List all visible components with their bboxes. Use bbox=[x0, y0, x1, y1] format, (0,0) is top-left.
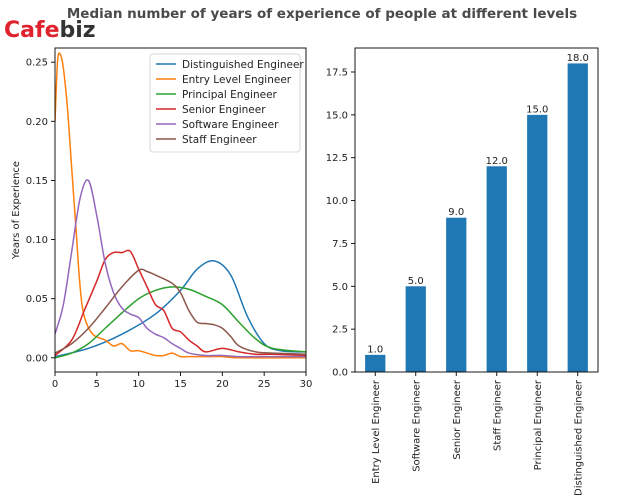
bar-value-label: 1.0 bbox=[367, 344, 383, 355]
x-tick-label: 20 bbox=[216, 379, 229, 390]
bar bbox=[527, 114, 548, 372]
bar-value-label: 5.0 bbox=[408, 276, 424, 287]
y-tick-label: 0.10 bbox=[26, 235, 48, 246]
legend-entry: Senior Engineer bbox=[182, 104, 266, 116]
legend-entry: Software Engineer bbox=[182, 119, 279, 131]
series-line-3 bbox=[55, 249, 306, 357]
legend-entry: Distinguished Engineer bbox=[182, 59, 304, 71]
x-tick-label: Senior Engineer bbox=[452, 379, 463, 459]
legend-entry: Staff Engineer bbox=[182, 134, 257, 146]
y-tick-label: 0.0 bbox=[332, 368, 348, 379]
series-line-5 bbox=[55, 268, 306, 356]
svg-text:Cafebiz: Cafebiz bbox=[4, 18, 96, 43]
x-tick-label: 10 bbox=[132, 379, 145, 390]
x-tick-label: 0 bbox=[52, 379, 58, 390]
x-tick-label: 5 bbox=[94, 379, 100, 390]
y-tick-label: 12.5 bbox=[326, 153, 348, 164]
x-tick-label: 15 bbox=[174, 379, 187, 390]
bar bbox=[567, 63, 588, 373]
y-tick-label: 7.5 bbox=[332, 239, 348, 250]
density-plot: 0 5 10 15 20 25 30 0.00 0.05 0.10 0.15 0.20 0.25 Year… bbox=[11, 47, 313, 390]
y-tick-label: 0.00 bbox=[26, 353, 48, 364]
bar bbox=[486, 166, 507, 372]
y-tick-label: 0.20 bbox=[26, 117, 48, 128]
bar-value-label: 12.0 bbox=[486, 156, 508, 167]
y-axis-label: Years of Experience bbox=[11, 161, 22, 260]
series-line-4 bbox=[55, 179, 306, 358]
bar-value-label: 15.0 bbox=[526, 104, 548, 115]
y-tick-label: 17.5 bbox=[326, 68, 348, 79]
y-tick-label: 2.5 bbox=[332, 325, 348, 336]
series-line-1 bbox=[55, 52, 306, 359]
figure-title: Median number of years of experience of … bbox=[67, 6, 577, 22]
legend: Distinguished Engineer Entry Level Engine… bbox=[149, 53, 304, 153]
bar bbox=[446, 217, 467, 372]
bar bbox=[365, 354, 386, 372]
logo-right-text: biz bbox=[59, 18, 95, 43]
cafebiz-logo: Cafebiz bbox=[4, 18, 96, 43]
legend-entry: Entry Level Engineer bbox=[182, 74, 292, 86]
y-tick-label: 0.25 bbox=[26, 58, 48, 69]
x-tick-label: Staff Engineer bbox=[492, 379, 503, 451]
y-tick-label: 15.0 bbox=[326, 110, 348, 121]
x-tick-label: Software Engineer bbox=[411, 379, 422, 472]
series-line-0 bbox=[55, 259, 306, 358]
bar-value-label: 18.0 bbox=[567, 53, 589, 64]
x-tick-label: Distinguished Engineer bbox=[573, 379, 584, 496]
bar-plot: 1.0 Entry Level Engineer 5.0 Software Engin… bbox=[326, 47, 599, 496]
plot-frame bbox=[354, 47, 599, 373]
x-tick-label: 25 bbox=[258, 379, 271, 390]
x-tick-label: 30 bbox=[300, 379, 313, 390]
y-tick-label: 10.0 bbox=[326, 196, 348, 207]
y-tick-label: 0.15 bbox=[26, 176, 48, 187]
legend-entry: Principal Engineer bbox=[182, 89, 278, 101]
x-tick-label: Entry Level Engineer bbox=[371, 379, 382, 484]
x-tick-label: Principal Engineer bbox=[533, 379, 544, 470]
bar bbox=[405, 286, 426, 372]
bar-value-label: 9.0 bbox=[448, 207, 464, 218]
series-line-2 bbox=[55, 286, 306, 359]
y-tick-label: 0.05 bbox=[26, 294, 48, 305]
series-lines bbox=[55, 52, 306, 359]
y-tick-label: 5.0 bbox=[332, 282, 348, 293]
logo-left-text: Cafe bbox=[4, 18, 59, 43]
legend-box bbox=[149, 53, 301, 153]
